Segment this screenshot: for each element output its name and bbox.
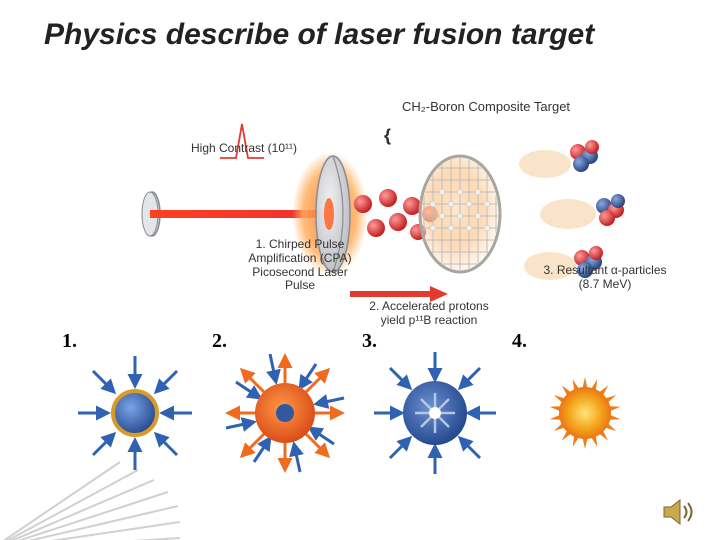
top-label: CH₂-Boron Composite Target — [386, 100, 586, 115]
corner-lines — [0, 440, 180, 540]
step2-label: 2. Accelerated protons yield p¹¹B reacti… — [344, 300, 514, 328]
page-title: Physics describe of laser fusion target — [44, 18, 664, 53]
step1-label: 1. Chirped Pulse Amplification (CPA) Pic… — [220, 238, 380, 293]
stage-2-num: 2. — [212, 330, 227, 353]
laser-label: High Contrast (10¹¹) — [174, 142, 314, 156]
brace-icon: ⏟ — [385, 128, 418, 141]
sound-icon — [662, 498, 696, 526]
stage-4-num: 4. — [512, 330, 527, 353]
stage-3-num: 3. — [362, 330, 377, 353]
stage-3: 3. — [360, 338, 510, 488]
alpha-particles — [519, 140, 625, 280]
stage-1-num: 1. — [62, 330, 77, 353]
step3-label: 3. Resultant α-particles (8.7 MeV) — [530, 264, 680, 292]
stage-4: 4. — [510, 338, 660, 488]
main-diagram: CH₂-Boron Composite Target ⏟ High Contra… — [130, 106, 670, 326]
stage-2: 2. — [210, 338, 360, 488]
mesh-target — [418, 156, 502, 272]
